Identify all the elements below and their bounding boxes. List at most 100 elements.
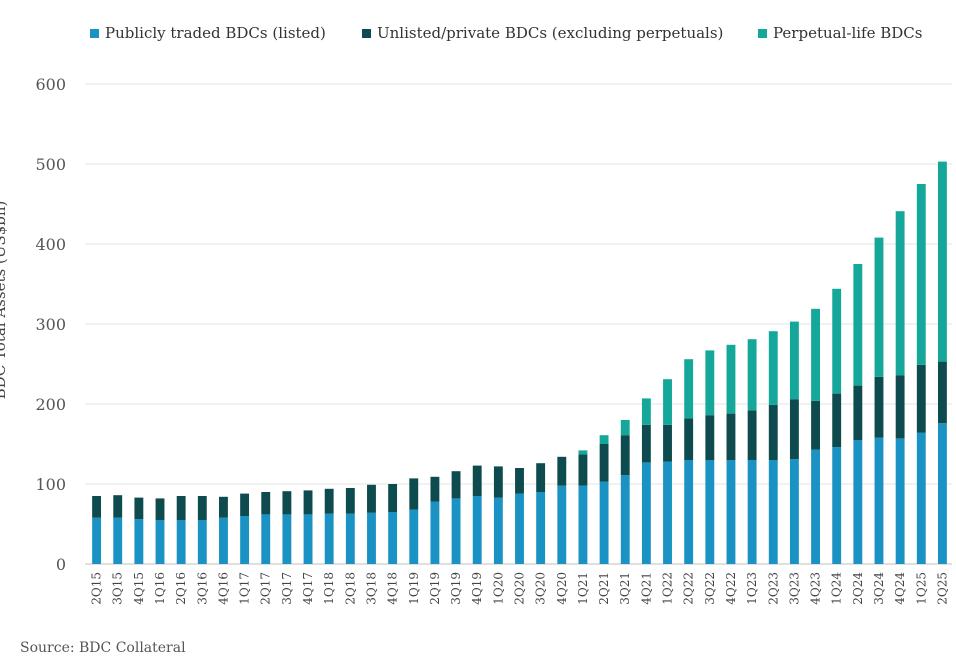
- bar-segment-public-3Q17: [282, 514, 292, 564]
- x-tick-label: 4Q19: [470, 572, 484, 605]
- bar-segment-public-1Q25: [916, 432, 926, 564]
- bar-segment-unlisted-3Q17: [282, 491, 292, 515]
- bar-segment-public-3Q19: [451, 498, 461, 564]
- bar-segment-perpetual-4Q22: [726, 344, 736, 414]
- bar-segment-unlisted-1Q18: [324, 488, 334, 514]
- x-tick-label: 2Q17: [259, 572, 273, 605]
- bar-segment-unlisted-2Q24: [853, 385, 863, 440]
- bar-segment-public-1Q18: [324, 513, 334, 564]
- bar-segment-public-1Q17: [240, 516, 250, 564]
- x-tick-label: 1Q19: [407, 572, 421, 605]
- bar-segment-unlisted-3Q24: [874, 376, 884, 438]
- bar-segment-public-3Q18: [367, 512, 376, 564]
- bar-segment-unlisted-3Q19: [451, 471, 461, 499]
- bar-segment-public-4Q21: [641, 462, 651, 564]
- bar-segment-unlisted-2Q19: [430, 476, 440, 502]
- bar-segment-unlisted-1Q23: [747, 410, 757, 460]
- bar-segment-public-2Q15: [92, 517, 102, 564]
- bar-segment-public-1Q22: [663, 461, 672, 564]
- x-tick-label: 4Q20: [555, 572, 569, 605]
- bar-segment-perpetual-1Q24: [832, 288, 842, 394]
- bar-segment-unlisted-1Q19: [409, 478, 419, 510]
- y-tick-label: 600: [35, 75, 66, 94]
- bar-segment-unlisted-4Q23: [811, 400, 820, 450]
- bar-segment-public-4Q20: [557, 485, 567, 564]
- bar-segment-perpetual-3Q24: [874, 237, 884, 377]
- x-tick-label: 1Q21: [576, 572, 590, 605]
- x-tick-label: 1Q25: [914, 572, 928, 605]
- bar-segment-perpetual-3Q22: [705, 350, 715, 416]
- x-tick-label: 2Q18: [343, 572, 357, 605]
- bar-segment-public-1Q23: [747, 460, 757, 564]
- x-axis-ticks: 2Q15 3Q15 4Q15 1Q16 2Q16 3Q16 4Q16 1Q17 2Q17 3Q17…: [90, 572, 950, 605]
- x-tick-label: 3Q15: [111, 572, 125, 605]
- bar-segment-perpetual-4Q24: [895, 211, 905, 376]
- bar-segment-public-2Q17: [261, 514, 271, 564]
- y-tick-label: 200: [35, 395, 66, 414]
- x-tick-label: 2Q19: [428, 572, 442, 605]
- bar-segment-unlisted-2Q21: [599, 444, 609, 482]
- bar-segment-unlisted-4Q18: [388, 484, 398, 512]
- x-tick-label: 4Q18: [386, 572, 400, 605]
- legend-swatch-unlisted: [362, 28, 371, 38]
- bar-segment-unlisted-4Q22: [726, 413, 736, 460]
- bar-segment-public-1Q24: [832, 447, 842, 564]
- bar-segment-unlisted-3Q20: [536, 463, 546, 492]
- bar-segment-public-4Q16: [219, 517, 228, 564]
- x-tick-label: 3Q22: [703, 572, 717, 605]
- bar-segment-perpetual-2Q21: [599, 435, 609, 444]
- bar-segment-public-4Q18: [388, 512, 398, 564]
- x-tick-label: 4Q17: [301, 572, 315, 605]
- x-tick-label: 1Q24: [830, 572, 844, 605]
- bar-segment-public-2Q16: [176, 520, 186, 564]
- bar-segment-public-4Q23: [811, 449, 820, 564]
- bar-segment-public-2Q25: [937, 423, 947, 564]
- x-tick-label: 1Q23: [745, 572, 759, 605]
- bar-segment-unlisted-1Q25: [916, 364, 926, 433]
- legend-label-public: Publicly traded BDCs (listed): [105, 24, 326, 42]
- x-tick-label: 4Q21: [639, 572, 653, 605]
- x-tick-label: 2Q16: [174, 572, 188, 605]
- bar-segment-perpetual-1Q23: [747, 339, 757, 411]
- x-tick-label: 1Q22: [661, 572, 675, 605]
- bar-segment-public-2Q24: [853, 440, 863, 564]
- bar-segment-perpetual-1Q25: [916, 184, 926, 365]
- x-tick-label: 3Q19: [449, 572, 463, 605]
- gridlines: [85, 83, 952, 565]
- x-tick-label: 4Q22: [724, 572, 738, 605]
- bar-segment-unlisted-3Q15: [113, 495, 123, 518]
- x-tick-label: 2Q15: [90, 572, 104, 605]
- legend-swatch-perpetual: [758, 28, 767, 38]
- x-tick-label: 2Q24: [851, 572, 865, 605]
- bar-segment-public-4Q15: [134, 519, 144, 564]
- bar-segment-unlisted-2Q25: [937, 361, 947, 424]
- x-tick-label: 1Q17: [238, 572, 252, 605]
- bar-segment-unlisted-3Q16: [197, 496, 207, 520]
- bar-segment-unlisted-3Q22: [705, 415, 715, 460]
- bar-segment-public-1Q19: [409, 509, 419, 564]
- bar-segment-public-3Q23: [789, 459, 799, 564]
- x-tick-label: 3Q18: [364, 572, 378, 605]
- bar-segment-perpetual-2Q24: [853, 264, 863, 386]
- bar-segment-public-2Q20: [515, 493, 524, 564]
- x-tick-label: 2Q25: [935, 572, 949, 605]
- bar-segment-public-2Q19: [430, 501, 440, 564]
- bar-segment-unlisted-1Q21: [578, 454, 588, 486]
- bar-segment-perpetual-4Q21: [641, 398, 651, 425]
- bar-segment-public-3Q20: [536, 492, 546, 564]
- bar-segment-public-1Q20: [493, 497, 503, 564]
- legend-label-unlisted: Unlisted/private BDCs (excluding perpetu…: [377, 24, 724, 42]
- bar-segment-public-4Q17: [303, 514, 313, 564]
- bar-segment-public-3Q24: [874, 437, 884, 564]
- bar-segment-unlisted-2Q16: [176, 496, 186, 520]
- y-axis-label: BDC Total Assets (US$bn): [0, 201, 9, 400]
- bar-segment-public-2Q18: [345, 513, 355, 564]
- bar-segment-unlisted-2Q23: [768, 404, 778, 460]
- bar-segment-perpetual-2Q25: [937, 161, 947, 362]
- y-tick-label: 300: [35, 315, 66, 334]
- legend-item-unlisted: Unlisted/private BDCs (excluding perpetu…: [362, 24, 723, 42]
- y-axis-ticks: 0 100 200 300 400 500 600: [35, 75, 66, 574]
- bar-stacks: [92, 161, 947, 564]
- source-note: Source: BDC Collateral: [20, 640, 186, 656]
